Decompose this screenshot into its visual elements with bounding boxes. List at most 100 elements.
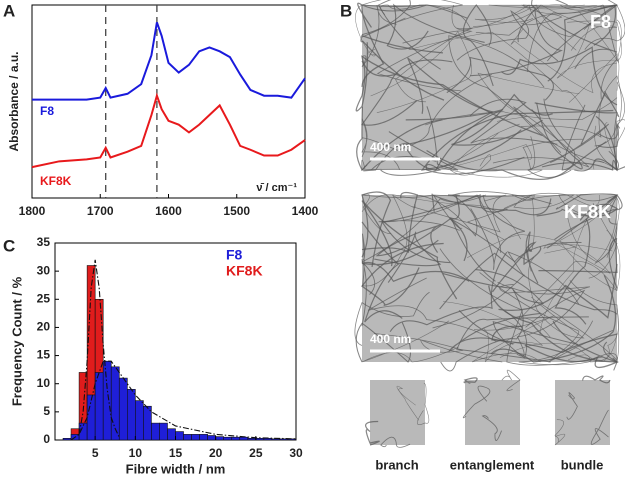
image-background	[370, 380, 425, 445]
fibre	[582, 375, 611, 384]
fibre	[534, 91, 618, 145]
fibre	[354, 291, 430, 346]
fibre	[471, 315, 555, 363]
scale-bar-label: 400 nm	[370, 332, 411, 346]
fibre	[361, 242, 444, 306]
fibre	[475, 14, 563, 36]
fibre	[524, 320, 619, 369]
x-tick-label: 25	[249, 446, 263, 460]
fibre	[527, 4, 618, 72]
plot-frame	[31, 4, 306, 199]
inset-image	[365, 380, 430, 448]
panel-label: B	[340, 1, 352, 20]
fibre	[457, 4, 618, 38]
fibre	[361, 159, 435, 171]
fibre	[361, 193, 434, 234]
fibre	[380, 436, 411, 448]
fibre	[559, 194, 621, 291]
fibre	[361, 239, 470, 283]
fibre	[488, 285, 619, 363]
inset-label: entanglement	[450, 457, 535, 472]
fibre	[380, 156, 525, 176]
x-axis-label: Fibre width / nm	[126, 461, 226, 476]
fibre	[593, 122, 618, 171]
histogram-bar	[135, 400, 144, 441]
fibre	[441, 167, 543, 178]
histogram-bar	[183, 434, 192, 441]
fibre	[556, 10, 618, 79]
fibre	[501, 46, 618, 106]
y-axis-label: Absorbance / a.u.	[7, 51, 21, 151]
fibre	[594, 196, 618, 264]
fibre	[566, 392, 578, 420]
fibre	[492, 106, 604, 168]
histogram-bar	[62, 438, 72, 441]
fibre	[389, 251, 508, 333]
inset-image	[462, 369, 521, 445]
fibre	[490, 274, 617, 363]
micrograph	[354, 191, 623, 372]
y-axis-label: Frequency Count / %	[9, 276, 24, 406]
fibre	[416, 191, 552, 237]
fibre	[516, 289, 586, 357]
fibre	[608, 111, 620, 172]
fibre	[395, 4, 473, 103]
fibre	[417, 383, 430, 425]
fibre	[356, 106, 443, 172]
fibre	[380, 4, 471, 30]
fibre	[361, 194, 416, 287]
histogram-bar	[118, 377, 128, 441]
inset-image	[554, 375, 611, 446]
fibre	[361, 55, 543, 137]
fibre	[536, 203, 619, 221]
x-tick-label: 1500	[223, 204, 250, 218]
y-tick-label: 10	[37, 376, 51, 390]
panel-label: C	[3, 236, 15, 255]
fibre	[381, 194, 508, 264]
x-tick-label: 1700	[87, 204, 114, 218]
fibre	[449, 123, 520, 176]
fibre	[361, 0, 463, 38]
inset-label: bundle	[561, 457, 604, 472]
histogram-bar	[94, 372, 104, 441]
fibre	[539, 194, 600, 336]
y-tick-label: 15	[37, 348, 51, 362]
y-tick-label: 5	[43, 404, 50, 418]
fibre	[376, 30, 473, 92]
fibre	[363, 142, 437, 172]
panel-label: A	[3, 1, 15, 20]
histogram-bar	[159, 422, 168, 441]
fibre	[554, 419, 566, 446]
fibre	[367, 277, 497, 342]
spectrum-line	[31, 92, 306, 169]
fibre	[567, 19, 622, 62]
fibre	[439, 252, 618, 315]
histogram-bar	[191, 434, 200, 441]
micrograph	[355, 0, 625, 180]
image-label: F8	[590, 12, 611, 32]
fibre	[425, 97, 618, 126]
fibre	[361, 233, 367, 327]
fibre	[378, 194, 502, 253]
fibre	[431, 193, 552, 216]
fibre	[442, 269, 545, 304]
fibre	[519, 261, 618, 338]
x-tick-label: 20	[209, 446, 223, 460]
fibre	[432, 251, 580, 329]
fibre	[477, 72, 580, 122]
fibre	[361, 4, 468, 19]
fibre	[547, 4, 617, 82]
histogram-bar	[247, 438, 257, 441]
image-background	[465, 380, 520, 445]
fibre	[361, 191, 392, 267]
fibre	[360, 34, 445, 101]
fibre	[361, 0, 441, 70]
histogram-bar	[127, 389, 136, 441]
fibre	[527, 123, 610, 178]
series-label: F8	[40, 104, 54, 118]
y-tick-label: 0	[43, 432, 50, 446]
x-tick-label: 15	[169, 446, 183, 460]
histogram-bar	[239, 436, 249, 441]
fibre	[521, 4, 618, 15]
